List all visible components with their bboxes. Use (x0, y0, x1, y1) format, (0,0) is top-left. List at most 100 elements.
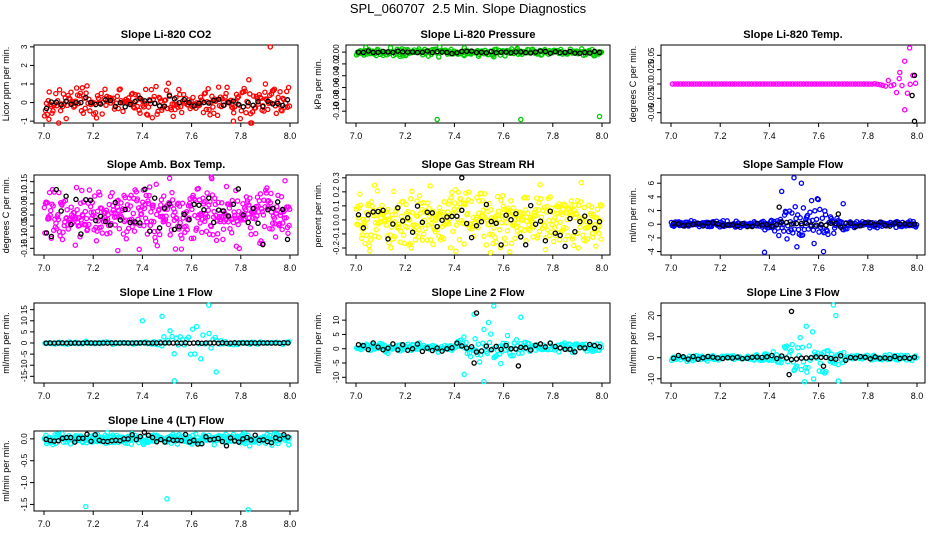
data-point (819, 215, 826, 221)
data-point (552, 48, 559, 55)
y-tick-label: 6 (647, 180, 656, 185)
data-point (474, 194, 480, 201)
data-point (79, 85, 86, 91)
data-point (513, 337, 520, 343)
data-point (833, 312, 839, 319)
chart-title: Slope Li-820 Temp. (743, 29, 842, 41)
data-point (498, 346, 504, 353)
y-axis-label: ml/min per min. (313, 312, 323, 374)
data-point (213, 369, 219, 375)
data-point (189, 206, 195, 213)
data-point (451, 200, 458, 206)
data-point (245, 202, 252, 208)
data-point (196, 202, 202, 208)
data-point (478, 49, 485, 56)
data-point (153, 83, 159, 90)
y-tick-label: -0.04 (332, 66, 341, 85)
data-point (404, 49, 411, 55)
data-point (537, 218, 544, 224)
data-point (44, 111, 51, 118)
data-point (159, 343, 165, 349)
data-point (537, 181, 543, 188)
data-point (200, 109, 207, 116)
y-tick-label: -10 (332, 371, 341, 383)
data-point (215, 96, 222, 103)
data-point (802, 364, 809, 371)
data-point (99, 111, 105, 117)
data-point (279, 108, 285, 114)
data-point (404, 215, 411, 221)
data-point (68, 89, 74, 95)
data-point (248, 437, 254, 443)
chart-panel: Slope Li-820 CO2 Licor ppm per min. 7.0 7.2… (1, 29, 299, 141)
data-point (83, 94, 89, 101)
data-point (107, 230, 113, 236)
data-point (598, 203, 605, 209)
x-tick-label: 7.6 (185, 131, 198, 141)
data-point (220, 208, 227, 214)
data-point (463, 345, 470, 351)
data-point (475, 210, 482, 216)
data-point (255, 101, 262, 107)
data-point (710, 354, 716, 360)
data-point (363, 44, 369, 51)
x-tick-label: 7.6 (497, 263, 510, 273)
data-point (833, 220, 839, 227)
data-point (137, 220, 143, 226)
data-point (245, 99, 251, 106)
data-point (670, 355, 677, 361)
y-tick-label: 10 (332, 315, 341, 324)
data-point (688, 81, 695, 87)
data-point (190, 94, 196, 101)
data-point (117, 86, 123, 92)
x-tick-label: 7.6 (497, 131, 510, 141)
data-point (283, 214, 289, 221)
data-point (497, 227, 503, 233)
data-point (596, 343, 603, 350)
data-point (835, 361, 841, 368)
data-point (82, 208, 89, 215)
data-point (474, 221, 481, 228)
plot-frame (33, 430, 299, 512)
y-tick-label: -0.05 (20, 216, 29, 235)
data-point (211, 110, 217, 116)
data-point (161, 103, 168, 109)
x-tick-label: 7.8 (547, 131, 560, 141)
data-point (412, 237, 419, 243)
data-point (562, 236, 569, 243)
data-point (867, 356, 874, 362)
data-point (440, 236, 447, 242)
data-point (112, 222, 118, 228)
data-point (241, 85, 247, 92)
data-point (154, 242, 161, 249)
data-point (729, 81, 736, 87)
data-point (206, 195, 212, 201)
data-point (244, 434, 250, 441)
data-point (127, 219, 133, 226)
data-point (564, 216, 570, 223)
data-point (214, 112, 221, 119)
data-point (153, 181, 159, 188)
data-point (102, 86, 108, 93)
data-point (828, 355, 834, 362)
data-point (794, 244, 800, 250)
data-point (120, 231, 127, 237)
data-point (456, 236, 463, 243)
data-point (487, 331, 494, 337)
data-point (181, 96, 187, 103)
data-point (852, 355, 859, 361)
data-point (887, 355, 893, 362)
data-point (817, 206, 823, 213)
data-point (150, 202, 156, 208)
data-point (869, 81, 875, 87)
data-point (906, 355, 913, 362)
data-point (269, 442, 275, 448)
data-point (587, 221, 593, 227)
data-point (690, 353, 696, 360)
data-point (508, 240, 515, 247)
data-point (211, 195, 218, 202)
data-point (508, 352, 514, 359)
data-point (596, 113, 603, 120)
data-point (408, 245, 415, 251)
x-tick-label: 7.8 (235, 263, 248, 273)
